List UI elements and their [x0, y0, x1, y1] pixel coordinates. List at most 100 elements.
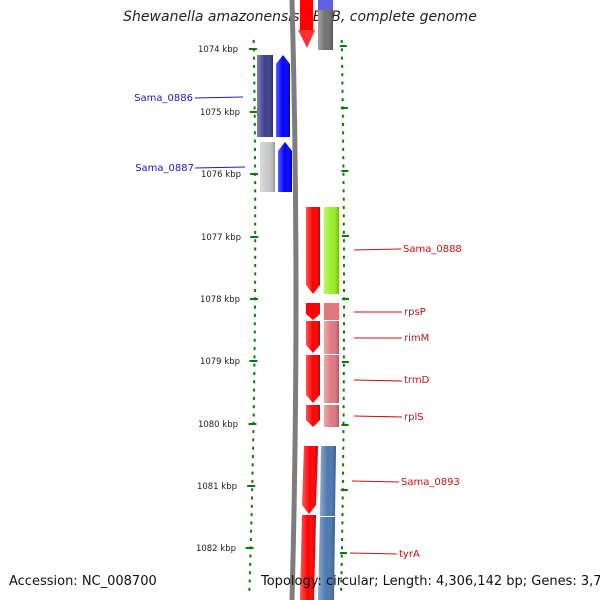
left-guide-dot: [254, 181, 257, 185]
left-guide-dot: [253, 388, 256, 392]
right-guide-dot: [342, 463, 345, 467]
left-guide-dot: [254, 264, 257, 268]
right-guide-dot: [342, 123, 344, 126]
major-tick: [341, 170, 349, 172]
left-guide-dot: [254, 156, 256, 160]
left-guide-dot: [250, 504, 253, 508]
right-guide-dot: [342, 172, 345, 176]
tick-label: 1077 kbp: [201, 233, 241, 243]
right-guide-dot: [343, 272, 345, 276]
major-tick: [340, 489, 348, 491]
right-guide-dot: [342, 247, 345, 251]
left-guide-dot: [254, 147, 256, 151]
right-guide-dot: [342, 164, 345, 168]
gene-label-sama-0886[interactable]: Sama_0886: [134, 93, 193, 104]
right-guide-dot: [342, 347, 345, 351]
left-guide-dot: [253, 114, 256, 118]
right-guide-dot: [342, 372, 345, 375]
feature-sama-0893[interactable]: [302, 446, 336, 516]
right-guide-dot: [343, 280, 345, 284]
left-guide-dot: [252, 405, 255, 409]
right-guide-dot: [340, 40, 343, 43]
left-guide-dot: [254, 222, 257, 226]
feature-tyrA[interactable]: [300, 515, 335, 600]
right-guide-dot: [342, 189, 345, 193]
gene-label-sama-0887[interactable]: Sama_0887: [135, 163, 194, 174]
left-guide-dot: [251, 471, 254, 475]
feature-rimM[interactable]: [306, 321, 339, 354]
right-guide-dot: [342, 139, 345, 143]
left-guide-dot: [254, 230, 257, 234]
tick-label: 1080 kbp: [198, 420, 238, 430]
left-guide-dot: [254, 164, 257, 168]
left-guide-dot: [253, 56, 255, 60]
gene-label-rplS[interactable]: rplS: [404, 412, 424, 423]
left-guide-dot: [250, 521, 253, 525]
right-guide-dot: [340, 554, 343, 558]
right-guide-dot: [343, 264, 345, 268]
left-guide-dot: [254, 280, 257, 284]
right-guide-dot: [341, 81, 344, 85]
right-guide-dot: [341, 89, 344, 93]
right-guide-dot: [341, 496, 344, 500]
major-tick: [249, 111, 258, 113]
right-guide-dot: [343, 305, 345, 309]
left-guide-dot: [253, 338, 256, 342]
left-guide-dot: [249, 554, 252, 558]
gene-label-sama-0893[interactable]: Sama_0893: [401, 477, 460, 488]
left-guide-dot: [254, 255, 257, 259]
right-guide-dot: [342, 413, 345, 417]
major-tick: [342, 298, 349, 300]
left-guide-dot: [253, 355, 256, 359]
left-guide-dot: [253, 313, 256, 317]
gene-label-trmD[interactable]: trmD: [404, 375, 430, 386]
left-guide-dot: [252, 40, 255, 43]
left-guide-dot: [253, 363, 256, 367]
right-guide-dot: [342, 421, 345, 425]
right-guide-dot: [342, 147, 345, 151]
right-guide-dot: [342, 222, 345, 226]
feature-trmD[interactable]: [306, 355, 339, 403]
right-guide-dot: [342, 239, 345, 243]
left-guide-dot: [254, 189, 257, 193]
right-guide-dot: [341, 64, 344, 68]
left-guide-dot: [249, 562, 252, 566]
gene-label-rpsP[interactable]: rpsP: [404, 307, 426, 318]
major-tick: [341, 361, 349, 363]
major-tick: [341, 424, 349, 426]
feature-sama-0887[interactable]: [260, 142, 292, 192]
tick-label: 1075 kbp: [200, 108, 240, 118]
right-guide-dot: [342, 446, 345, 450]
left-guide-dot: [251, 455, 254, 458]
scale-ticks: [245, 45, 349, 554]
right-guide-dot: [342, 197, 345, 201]
gene-label-tyrA[interactable]: tyrA: [399, 549, 420, 560]
gene-label-sama-0888[interactable]: Sama_0888: [403, 244, 462, 255]
right-guide-dot: [342, 131, 345, 135]
tick-label: 1081 kbp: [197, 482, 237, 492]
right-guide-dot: [341, 73, 344, 77]
feature-rpsP[interactable]: [306, 303, 339, 320]
right-guide-dot: [341, 479, 344, 483]
feature-sama-0888[interactable]: [306, 207, 339, 294]
feature-rplS[interactable]: [306, 405, 339, 427]
right-guide-dot: [343, 289, 345, 292]
left-guide-dot: [254, 247, 257, 251]
major-tick: [247, 485, 256, 487]
left-guide-dot: [254, 289, 257, 292]
feature-top-partial: [298, 0, 333, 50]
left-guide-dot: [253, 89, 256, 93]
left-guide-dot: [252, 430, 255, 434]
genome-title: Shewanella amazonensis SB2B, complete ge…: [123, 9, 477, 25]
left-guide-dot: [248, 571, 251, 575]
genome-backbone: [289, 0, 299, 600]
left-guide-dot: [253, 106, 256, 110]
major-tick: [341, 235, 349, 237]
right-guide-dot: [341, 98, 344, 102]
left-guide-dot: [251, 463, 254, 467]
right-guide-dot: [342, 355, 345, 359]
major-tick: [249, 360, 258, 362]
right-guide-dot: [343, 322, 345, 326]
gene-label-rimM[interactable]: rimM: [404, 333, 429, 344]
feature-sama-0886[interactable]: [257, 55, 290, 137]
